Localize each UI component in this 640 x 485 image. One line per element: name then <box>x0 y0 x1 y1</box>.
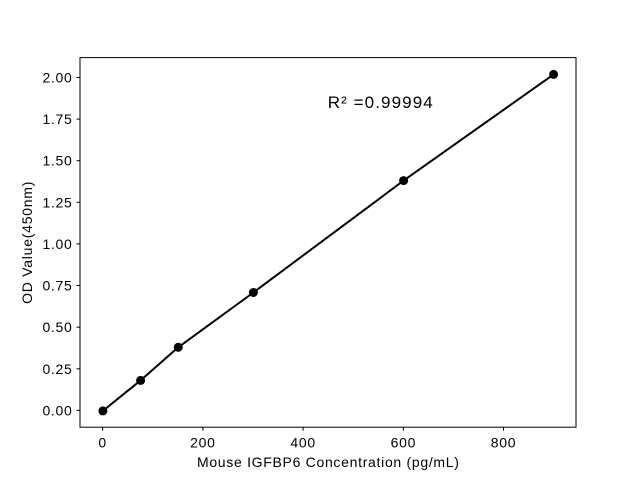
svg-text:600: 600 <box>391 435 416 451</box>
svg-text:0.50: 0.50 <box>42 319 72 335</box>
svg-text:1.25: 1.25 <box>42 194 72 210</box>
svg-text:800: 800 <box>491 435 516 451</box>
svg-text:Mouse IGFBP6 Concentration (pg: Mouse IGFBP6 Concentration (pg/mL) <box>197 454 460 470</box>
svg-text:1.50: 1.50 <box>42 153 72 169</box>
svg-text:2.00: 2.00 <box>42 70 72 86</box>
svg-text:1.75: 1.75 <box>42 111 72 127</box>
svg-text:0: 0 <box>98 435 107 451</box>
svg-text:0.75: 0.75 <box>42 278 72 294</box>
svg-text:R² =0.99994: R² =0.99994 <box>328 93 434 112</box>
svg-text:0.00: 0.00 <box>42 402 72 418</box>
svg-text:200: 200 <box>190 435 215 451</box>
svg-text:1.00: 1.00 <box>42 236 72 252</box>
svg-text:OD Value(450nm): OD Value(450nm) <box>19 181 35 304</box>
svg-text:0.25: 0.25 <box>42 361 72 377</box>
svg-text:400: 400 <box>290 435 315 451</box>
